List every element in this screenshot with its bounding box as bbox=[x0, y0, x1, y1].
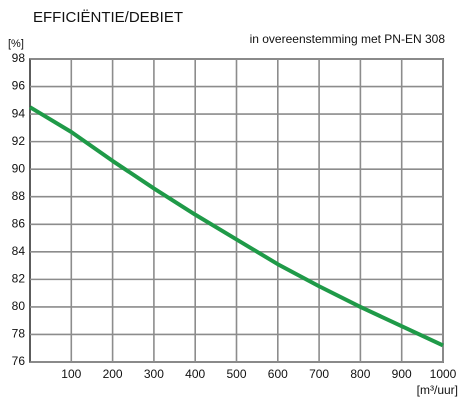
y-tick-label: 94 bbox=[12, 106, 26, 120]
y-tick-label: 92 bbox=[12, 134, 26, 148]
y-tick-label: 96 bbox=[12, 79, 26, 93]
x-tick-label: 500 bbox=[226, 367, 246, 381]
y-tick-label: 82 bbox=[12, 272, 26, 286]
x-tick-label: 700 bbox=[309, 367, 329, 381]
y-axis-label: [%] bbox=[8, 38, 24, 50]
y-tick-label: 90 bbox=[12, 161, 26, 175]
x-tick-label: 800 bbox=[350, 367, 370, 381]
x-tick-label: 200 bbox=[103, 367, 123, 381]
y-tick-label: 84 bbox=[12, 244, 26, 258]
chart-title: EFFICIËNTIE/DEBIET bbox=[33, 9, 183, 26]
chart-subtitle: in overeenstemming met PN-EN 308 bbox=[250, 32, 446, 46]
data-line bbox=[28, 105, 444, 348]
x-tick-label: 400 bbox=[185, 367, 205, 381]
y-tick-label: 86 bbox=[12, 216, 26, 230]
y-tick-label: 80 bbox=[12, 299, 26, 313]
y-tick-label: 78 bbox=[12, 327, 26, 341]
x-tick-label: 100 bbox=[61, 367, 81, 381]
x-tick-label: 300 bbox=[144, 367, 164, 381]
y-tick-label: 88 bbox=[12, 189, 26, 203]
y-tick-label: 76 bbox=[12, 354, 26, 368]
x-tick-label: 1000 bbox=[430, 367, 457, 381]
x-tick-label: 900 bbox=[392, 367, 412, 381]
x-axis-label: [m³/uur] bbox=[417, 383, 458, 397]
y-tick-label: 98 bbox=[12, 51, 26, 65]
x-tick-label: 600 bbox=[268, 367, 288, 381]
